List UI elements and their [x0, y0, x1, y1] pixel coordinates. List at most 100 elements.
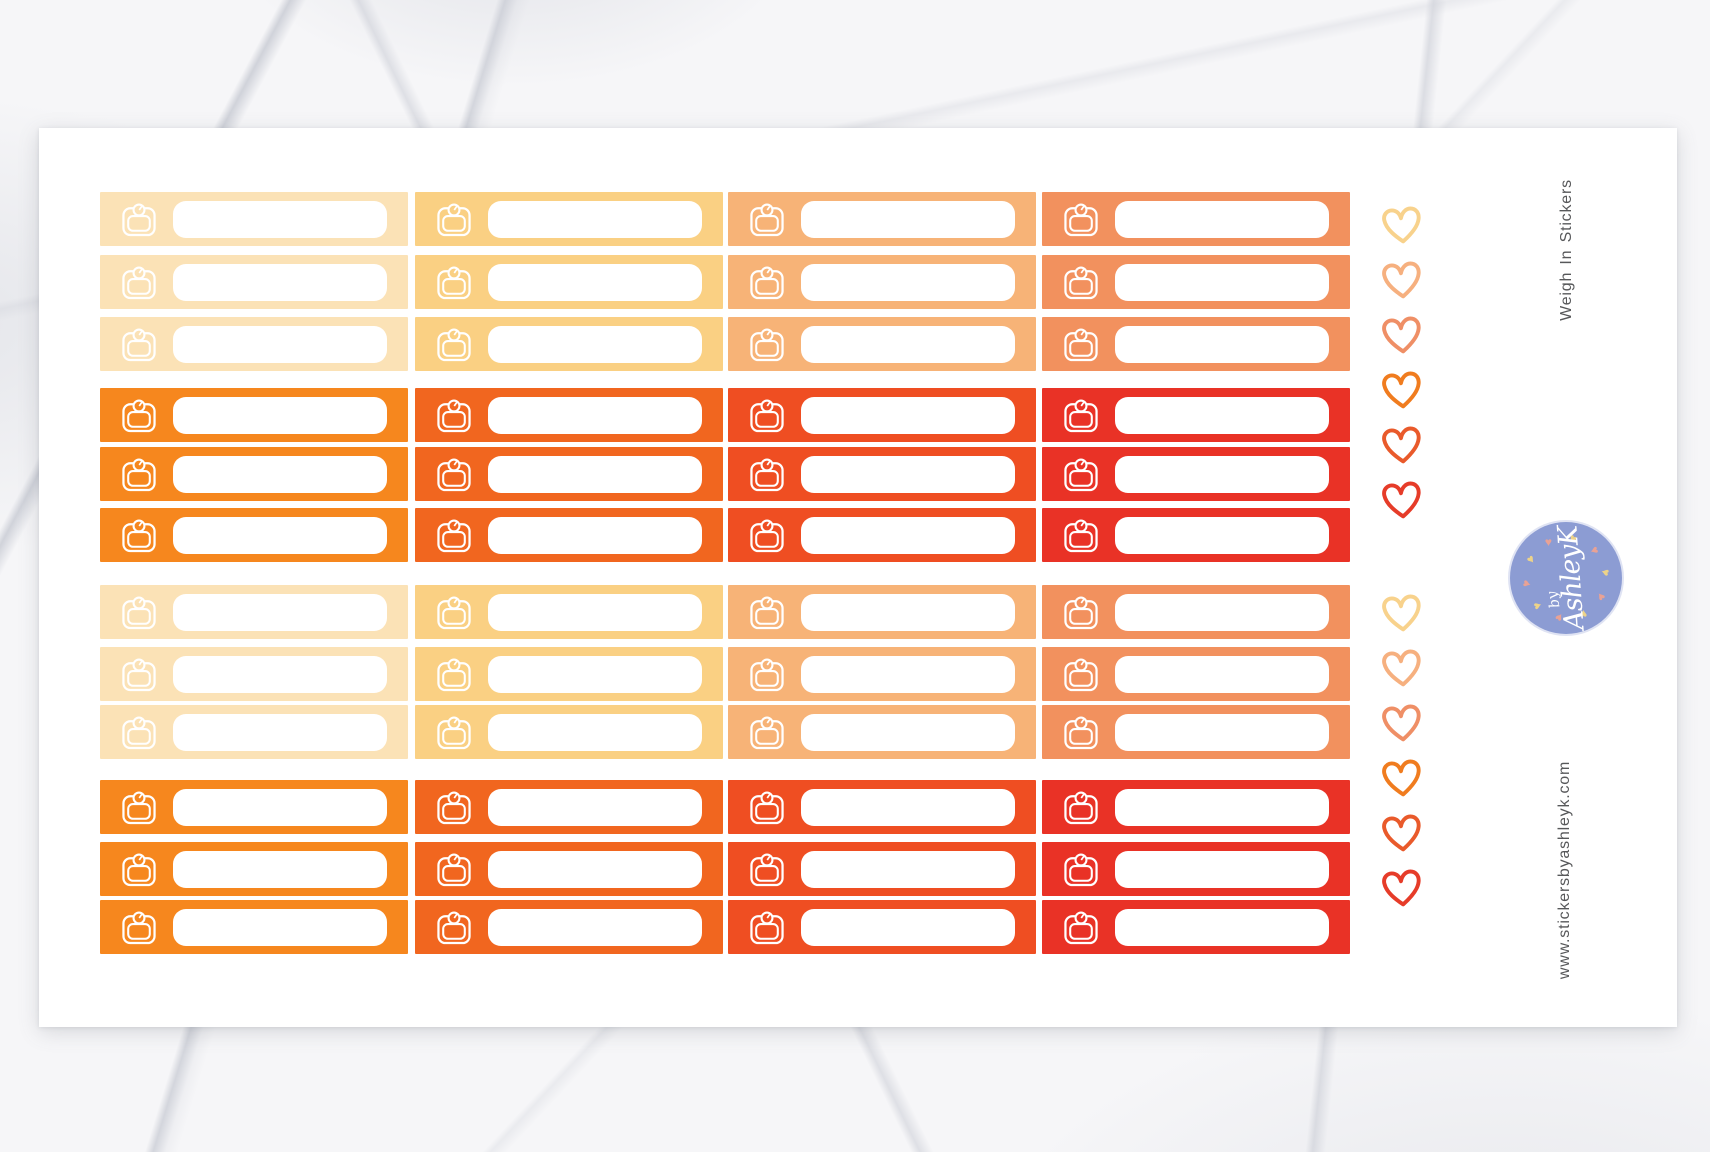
write-in-box	[1115, 200, 1329, 238]
weigh-in-sticker-strip	[415, 447, 723, 501]
weigh-in-sticker-strip	[728, 780, 1036, 834]
weight-scale-icon	[122, 399, 156, 432]
weight-scale-icon	[437, 519, 471, 552]
write-in-box	[173, 263, 387, 301]
write-in-box	[1115, 455, 1329, 493]
write-in-box	[801, 325, 1015, 363]
weight-scale-icon	[122, 716, 156, 749]
weigh-in-sticker-strip	[415, 842, 723, 896]
write-in-box	[801, 516, 1015, 554]
weight-scale-icon	[437, 853, 471, 886]
write-in-box	[173, 455, 387, 493]
weigh-in-sticker-strip	[1042, 705, 1350, 759]
weight-scale-icon	[122, 596, 156, 629]
weigh-in-sticker-strip	[100, 508, 408, 562]
write-in-box	[488, 325, 702, 363]
write-in-box	[488, 850, 702, 888]
weigh-in-sticker-strip	[1042, 780, 1350, 834]
heart-stickers-group-2	[1380, 592, 1424, 909]
weight-scale-icon	[122, 266, 156, 299]
write-in-box	[1115, 850, 1329, 888]
sheet-title: Weigh In Stickers	[1558, 179, 1575, 321]
weight-scale-icon	[1064, 399, 1098, 432]
heart-icon	[1382, 869, 1421, 907]
weigh-in-sticker-strip	[728, 705, 1036, 759]
write-in-box	[488, 516, 702, 554]
write-in-box	[801, 788, 1015, 826]
heart-icon	[1382, 649, 1421, 687]
weight-scale-icon	[1064, 519, 1098, 552]
heart-icon	[1382, 206, 1421, 244]
heart-icon	[1382, 481, 1421, 519]
write-in-box	[488, 396, 702, 434]
write-in-box	[801, 713, 1015, 751]
write-in-box	[488, 200, 702, 238]
weight-scale-icon	[750, 266, 784, 299]
write-in-box	[801, 593, 1015, 631]
weigh-in-sticker-strip	[100, 585, 408, 639]
weight-scale-icon	[437, 458, 471, 491]
weigh-in-sticker-strip	[100, 255, 408, 309]
write-in-box	[488, 788, 702, 826]
weight-scale-icon	[122, 458, 156, 491]
weigh-in-sticker-strip	[728, 900, 1036, 954]
weigh-in-sticker-strip	[728, 388, 1036, 442]
weight-scale-icon	[750, 519, 784, 552]
weigh-in-sticker-strip	[100, 842, 408, 896]
weight-scale-icon	[1064, 716, 1098, 749]
weigh-in-sticker-strip	[728, 255, 1036, 309]
write-in-box	[173, 788, 387, 826]
heart-icon	[1382, 261, 1421, 299]
weigh-in-sticker-strip	[415, 647, 723, 701]
weigh-in-sticker-strip	[1042, 585, 1350, 639]
weigh-in-sticker-strip	[415, 900, 723, 954]
weigh-in-sticker-strip	[1042, 842, 1350, 896]
weigh-in-sticker-strip	[100, 647, 408, 701]
weight-scale-icon	[437, 716, 471, 749]
weigh-in-sticker-strip	[415, 317, 723, 371]
write-in-box	[801, 263, 1015, 301]
weight-scale-icon	[750, 203, 784, 236]
weight-scale-icon	[122, 203, 156, 236]
write-in-box	[1115, 788, 1329, 826]
write-in-box	[488, 713, 702, 751]
weight-scale-icon	[750, 458, 784, 491]
weigh-in-sticker-strip	[415, 780, 723, 834]
weight-scale-icon	[122, 911, 156, 944]
heart-icon	[1382, 426, 1421, 464]
weigh-in-sticker-strip	[100, 900, 408, 954]
weigh-in-sticker-strip	[100, 780, 408, 834]
write-in-box	[1115, 655, 1329, 693]
weight-scale-icon	[1064, 596, 1098, 629]
weight-scale-icon	[122, 791, 156, 824]
sticker-sheet: Weigh In Stickers www.stickersbyashleyk.…	[39, 128, 1677, 1027]
weight-scale-icon	[437, 658, 471, 691]
weight-scale-icon	[437, 596, 471, 629]
weigh-in-sticker-strip	[728, 317, 1036, 371]
weight-scale-icon	[122, 519, 156, 552]
write-in-box	[801, 655, 1015, 693]
weigh-in-sticker-strip	[728, 647, 1036, 701]
weight-scale-icon	[750, 658, 784, 691]
weight-scale-icon	[437, 791, 471, 824]
weight-scale-icon	[750, 853, 784, 886]
weigh-in-sticker-strip	[100, 388, 408, 442]
weigh-in-sticker-strip	[1042, 508, 1350, 562]
write-in-box	[173, 325, 387, 363]
weigh-in-sticker-strip	[728, 842, 1036, 896]
write-in-box	[1115, 263, 1329, 301]
heart-icon	[1382, 759, 1421, 797]
weight-scale-icon	[122, 328, 156, 361]
weigh-in-sticker-strip	[415, 705, 723, 759]
write-in-box	[1115, 325, 1329, 363]
weight-scale-icon	[122, 658, 156, 691]
write-in-box	[173, 396, 387, 434]
heart-icon	[1382, 371, 1421, 409]
weight-scale-icon	[1064, 853, 1098, 886]
write-in-box	[801, 200, 1015, 238]
write-in-box	[488, 263, 702, 301]
heart-icon	[1382, 814, 1421, 852]
write-in-box	[173, 516, 387, 554]
heart-icon	[1382, 704, 1421, 742]
